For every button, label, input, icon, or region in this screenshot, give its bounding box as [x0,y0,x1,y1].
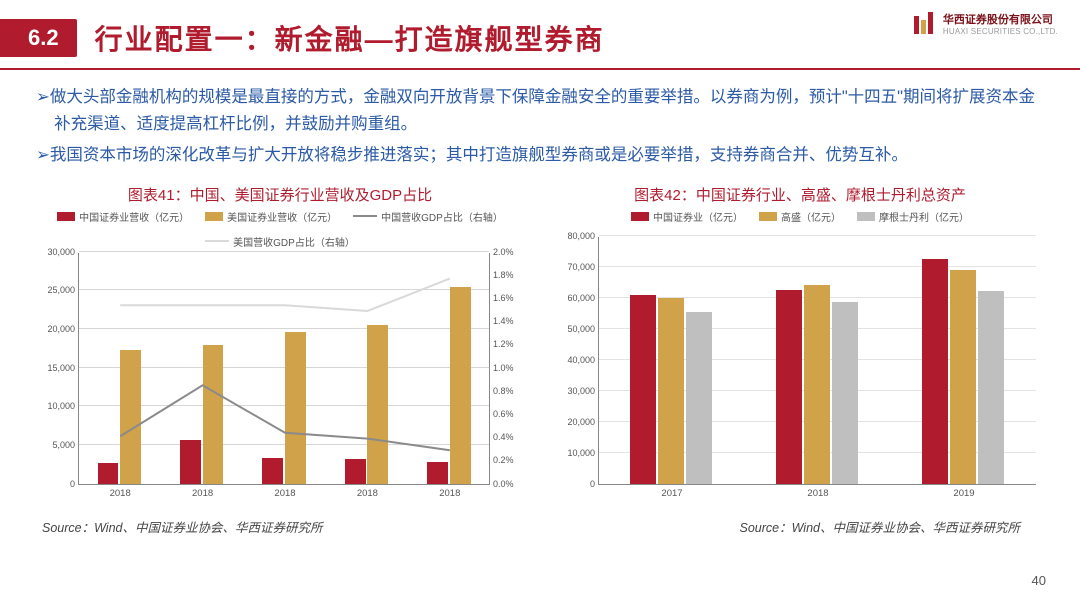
y-tick-left: 80,000 [567,231,599,241]
line-series [120,278,450,310]
x-tick: 2018 [357,484,378,499]
y-tick-left: 30,000 [567,386,599,396]
company-logo: 华西证券股份有限公司 HUAXI SECURITIES CO.,LTD. [911,12,1058,38]
charts-row: 图表41：中国、美国证券行业营收及GDP占比 中国证券业营收（亿元） 美国证券业营… [0,178,1080,509]
legend-item: 中国证券业营收（亿元） [57,209,189,224]
chart-42-title: 图表42：中国证券行业、高盛、摩根士丹利总资产 [550,184,1050,205]
chart-41: 中国证券业营收（亿元） 美国证券业营收（亿元） 中国营收GDP占比（右轴） 美国营收G… [30,209,530,509]
x-tick: 2018 [807,484,828,499]
chart-42-block: 图表42：中国证券行业、高盛、摩根士丹利总资产 中国证券业（亿元） 高盛（亿元） 摩… [550,178,1050,509]
y-tick-right: 0.4% [489,432,514,442]
chart-legend: 中国证券业（亿元） 高盛（亿元） 摩根士丹利（亿元） [550,209,1050,224]
logo-cn: 华西证券股份有限公司 [943,14,1058,27]
bar [804,285,830,483]
x-tick: 2018 [274,484,295,499]
plot-area: 010,00020,00030,00040,00050,00060,00070,… [598,237,1036,485]
legend-bar-swatch [631,212,649,221]
sources-row: Source：Wind、中国证券业协会、华西证券研究所 Source：Wind、… [0,509,1080,536]
y-tick-left: 20,000 [47,324,79,334]
y-tick-left: 10,000 [47,401,79,411]
bullet-2: ➢我国资本市场的深化改革与扩大开放将稳步推进落实；其中打造旗舰型券商或是必要举措… [36,142,1044,169]
bar [978,291,1004,483]
y-tick-left: 30,000 [47,247,79,257]
legend-bar-swatch [759,212,777,221]
y-tick-right: 0.2% [489,455,514,465]
y-tick-left: 15,000 [47,363,79,373]
legend-line-swatch [353,215,377,217]
legend-line-swatch [205,240,229,242]
bar [658,298,684,484]
source-right: Source：Wind、中国证券业协会、华西证券研究所 [698,509,1020,536]
y-tick-right: 2.0% [489,247,514,257]
y-tick-left: 0 [70,479,79,489]
legend-item: 美国营收GDP占比（右轴） [205,234,355,249]
logo-text: 华西证券股份有限公司 HUAXI SECURITIES CO.,LTD. [943,14,1058,37]
y-tick-left: 0 [590,479,599,489]
bar [630,295,656,484]
grid-line [599,235,1036,236]
x-tick: 2018 [439,484,460,499]
y-tick-right: 0.8% [489,386,514,396]
chart-42: 中国证券业（亿元）高盛（亿元）摩根士丹利（亿元）010,00020,00030,… [550,209,1050,509]
y-tick-left: 50,000 [567,324,599,334]
y-tick-right: 0.6% [489,409,514,419]
y-tick-left: 20,000 [567,417,599,427]
x-tick: 2019 [953,484,974,499]
slide-title: 行业配置一：新金融—打造旗舰型券商 [95,18,605,58]
bar [686,312,712,484]
y-tick-right: 1.6% [489,293,514,303]
y-tick-right: 1.0% [489,363,514,373]
legend-bar-swatch [857,212,875,221]
bar [832,302,858,483]
y-tick-left: 25,000 [47,285,79,295]
bullet-1: ➢做大头部金融机构的规模是最直接的方式，金融双向开放背景下保障金融安全的重要举措… [36,84,1044,138]
chart-41-block: 图表41：中国、美国证券行业营收及GDP占比 中国证券业营收（亿元） 美国证券业营… [30,178,530,509]
x-tick: 2018 [192,484,213,499]
page-number: 40 [1032,573,1046,588]
legend-label: 摩根士丹利（亿元） [879,209,969,224]
body-bullets: ➢做大头部金融机构的规模是最直接的方式，金融双向开放背景下保障金融安全的重要举措… [0,70,1080,178]
legend-bar-swatch [57,212,75,221]
y-tick-right: 1.2% [489,339,514,349]
y-tick-right: 1.8% [489,270,514,280]
y-tick-left: 40,000 [567,355,599,365]
legend-label: 中国证券业（亿元） [653,209,743,224]
legend-label: 中国证券业营收（亿元） [79,209,189,224]
grid-line [79,251,489,252]
legend-bar-swatch [205,212,223,221]
legend-item: 高盛（亿元） [759,209,841,224]
bar [776,290,802,484]
legend-label: 美国证券业营收（亿元） [227,209,337,224]
legend-label: 美国营收GDP占比（右轴） [233,234,355,249]
legend-item: 中国证券业（亿元） [631,209,743,224]
chart-legend: 中国证券业营收（亿元） 美国证券业营收（亿元） 中国营收GDP占比（右轴） 美国营收G… [30,209,530,249]
logo-en: HUAXI SECURITIES CO.,LTD. [943,27,1058,37]
line-overlay [79,253,489,484]
grid-line [599,266,1036,267]
x-tick: 2018 [110,484,131,499]
chart-41-title: 图表41：中国、美国证券行业营收及GDP占比 [30,184,530,205]
y-tick-right: 0.0% [489,479,514,489]
source-left: Source：Wind、中国证券业协会、华西证券研究所 [0,509,322,536]
y-tick-left: 70,000 [567,262,599,272]
y-tick-left: 5,000 [52,440,79,450]
bar [950,270,976,484]
bar [922,259,948,484]
legend-item: 摩根士丹利（亿元） [857,209,969,224]
section-number: 6.2 [0,19,77,57]
legend-item: 中国营收GDP占比（右轴） [353,209,503,224]
logo-icon [911,12,937,38]
legend-label: 高盛（亿元） [781,209,841,224]
x-tick: 2017 [661,484,682,499]
y-tick-right: 1.4% [489,316,514,326]
line-series [120,385,450,450]
plot-area: 05,00010,00015,00020,00025,00030,0000.0%… [78,253,490,485]
legend-label: 中国营收GDP占比（右轴） [381,209,503,224]
legend-item: 美国证券业营收（亿元） [205,209,337,224]
y-tick-left: 10,000 [567,448,599,458]
y-tick-left: 60,000 [567,293,599,303]
